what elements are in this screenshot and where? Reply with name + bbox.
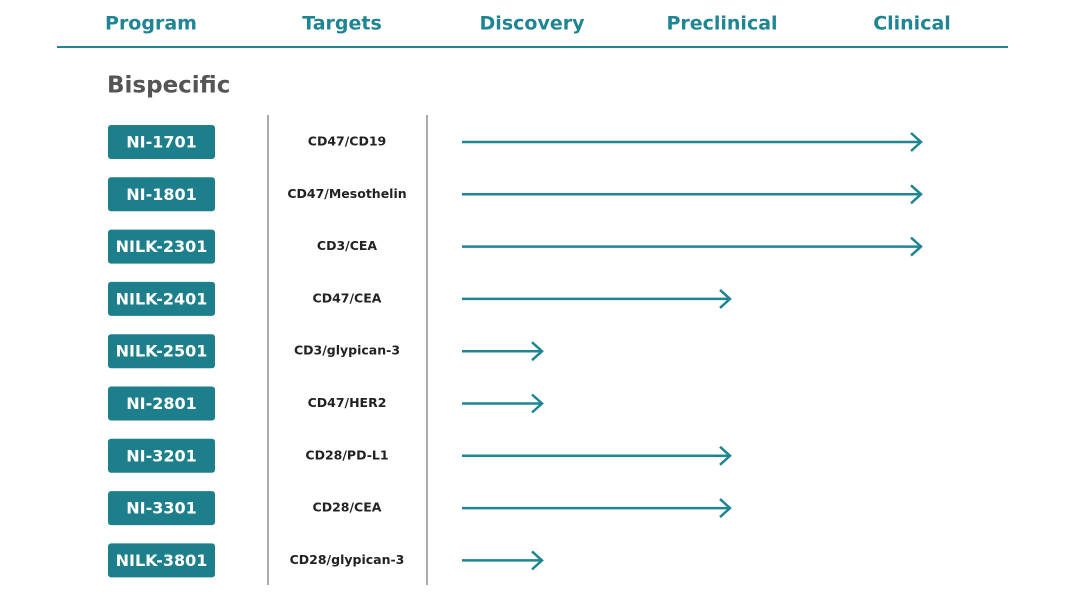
section-title: Bispecific	[107, 73, 230, 99]
stage-arrow	[462, 236, 923, 257]
targets: CD47/CD19	[308, 134, 386, 149]
targets: CD3/glypican-3	[294, 343, 400, 358]
column-header: Preclinical	[666, 13, 777, 35]
column-header: Discovery	[480, 13, 586, 35]
arrow-part	[910, 132, 923, 152]
stage-arrow	[462, 184, 923, 205]
program-badge	[108, 386, 215, 421]
program-name: NI-2801	[126, 394, 197, 413]
targets: CD28/CEA	[313, 500, 382, 515]
program-name: NILK-2401	[116, 289, 208, 308]
targets: CD3/CEA	[317, 238, 378, 253]
program-badge	[108, 438, 215, 473]
program-badge	[108, 491, 215, 526]
targets: CD47/CEA	[313, 290, 382, 305]
stage-arrow	[462, 341, 544, 362]
targets: CD28/PD-L1	[305, 447, 388, 462]
arrow-part	[531, 550, 544, 571]
program-name: NI-1801	[126, 185, 197, 204]
arrow-part	[531, 393, 544, 414]
column-header: Targets	[302, 13, 382, 35]
program-name: NI-3301	[126, 499, 197, 518]
targets: CD47/HER2	[308, 395, 387, 410]
program-badge	[108, 281, 215, 316]
stage-arrow	[462, 498, 732, 519]
stage-arrow	[462, 393, 544, 414]
program-name: NILK-3801	[116, 551, 208, 570]
program-name: NI-3201	[126, 446, 197, 465]
arrow-part	[719, 288, 732, 309]
targets: CD47/Mesothelin	[287, 186, 406, 201]
stage-arrow	[462, 288, 732, 309]
arrow-part	[719, 498, 732, 519]
column-header: Program	[105, 13, 197, 35]
program-name: NILK-2501	[116, 342, 208, 361]
program-name: NI-1701	[126, 133, 197, 152]
stage-arrow	[462, 445, 732, 466]
stage-arrow	[462, 550, 544, 571]
stage-arrow	[462, 132, 923, 152]
program-badge	[108, 177, 215, 212]
arrow-part	[910, 184, 923, 205]
program-badge	[108, 543, 215, 578]
arrow-part	[910, 236, 923, 257]
program-badge	[108, 125, 215, 159]
program-badge	[108, 229, 215, 264]
program-name: NILK-2301	[116, 237, 208, 256]
arrow-part	[719, 445, 732, 466]
arrow-part	[531, 341, 544, 362]
program-badge	[108, 334, 215, 369]
targets: CD28/glypican-3	[290, 552, 405, 567]
column-header: Clinical	[873, 13, 951, 35]
